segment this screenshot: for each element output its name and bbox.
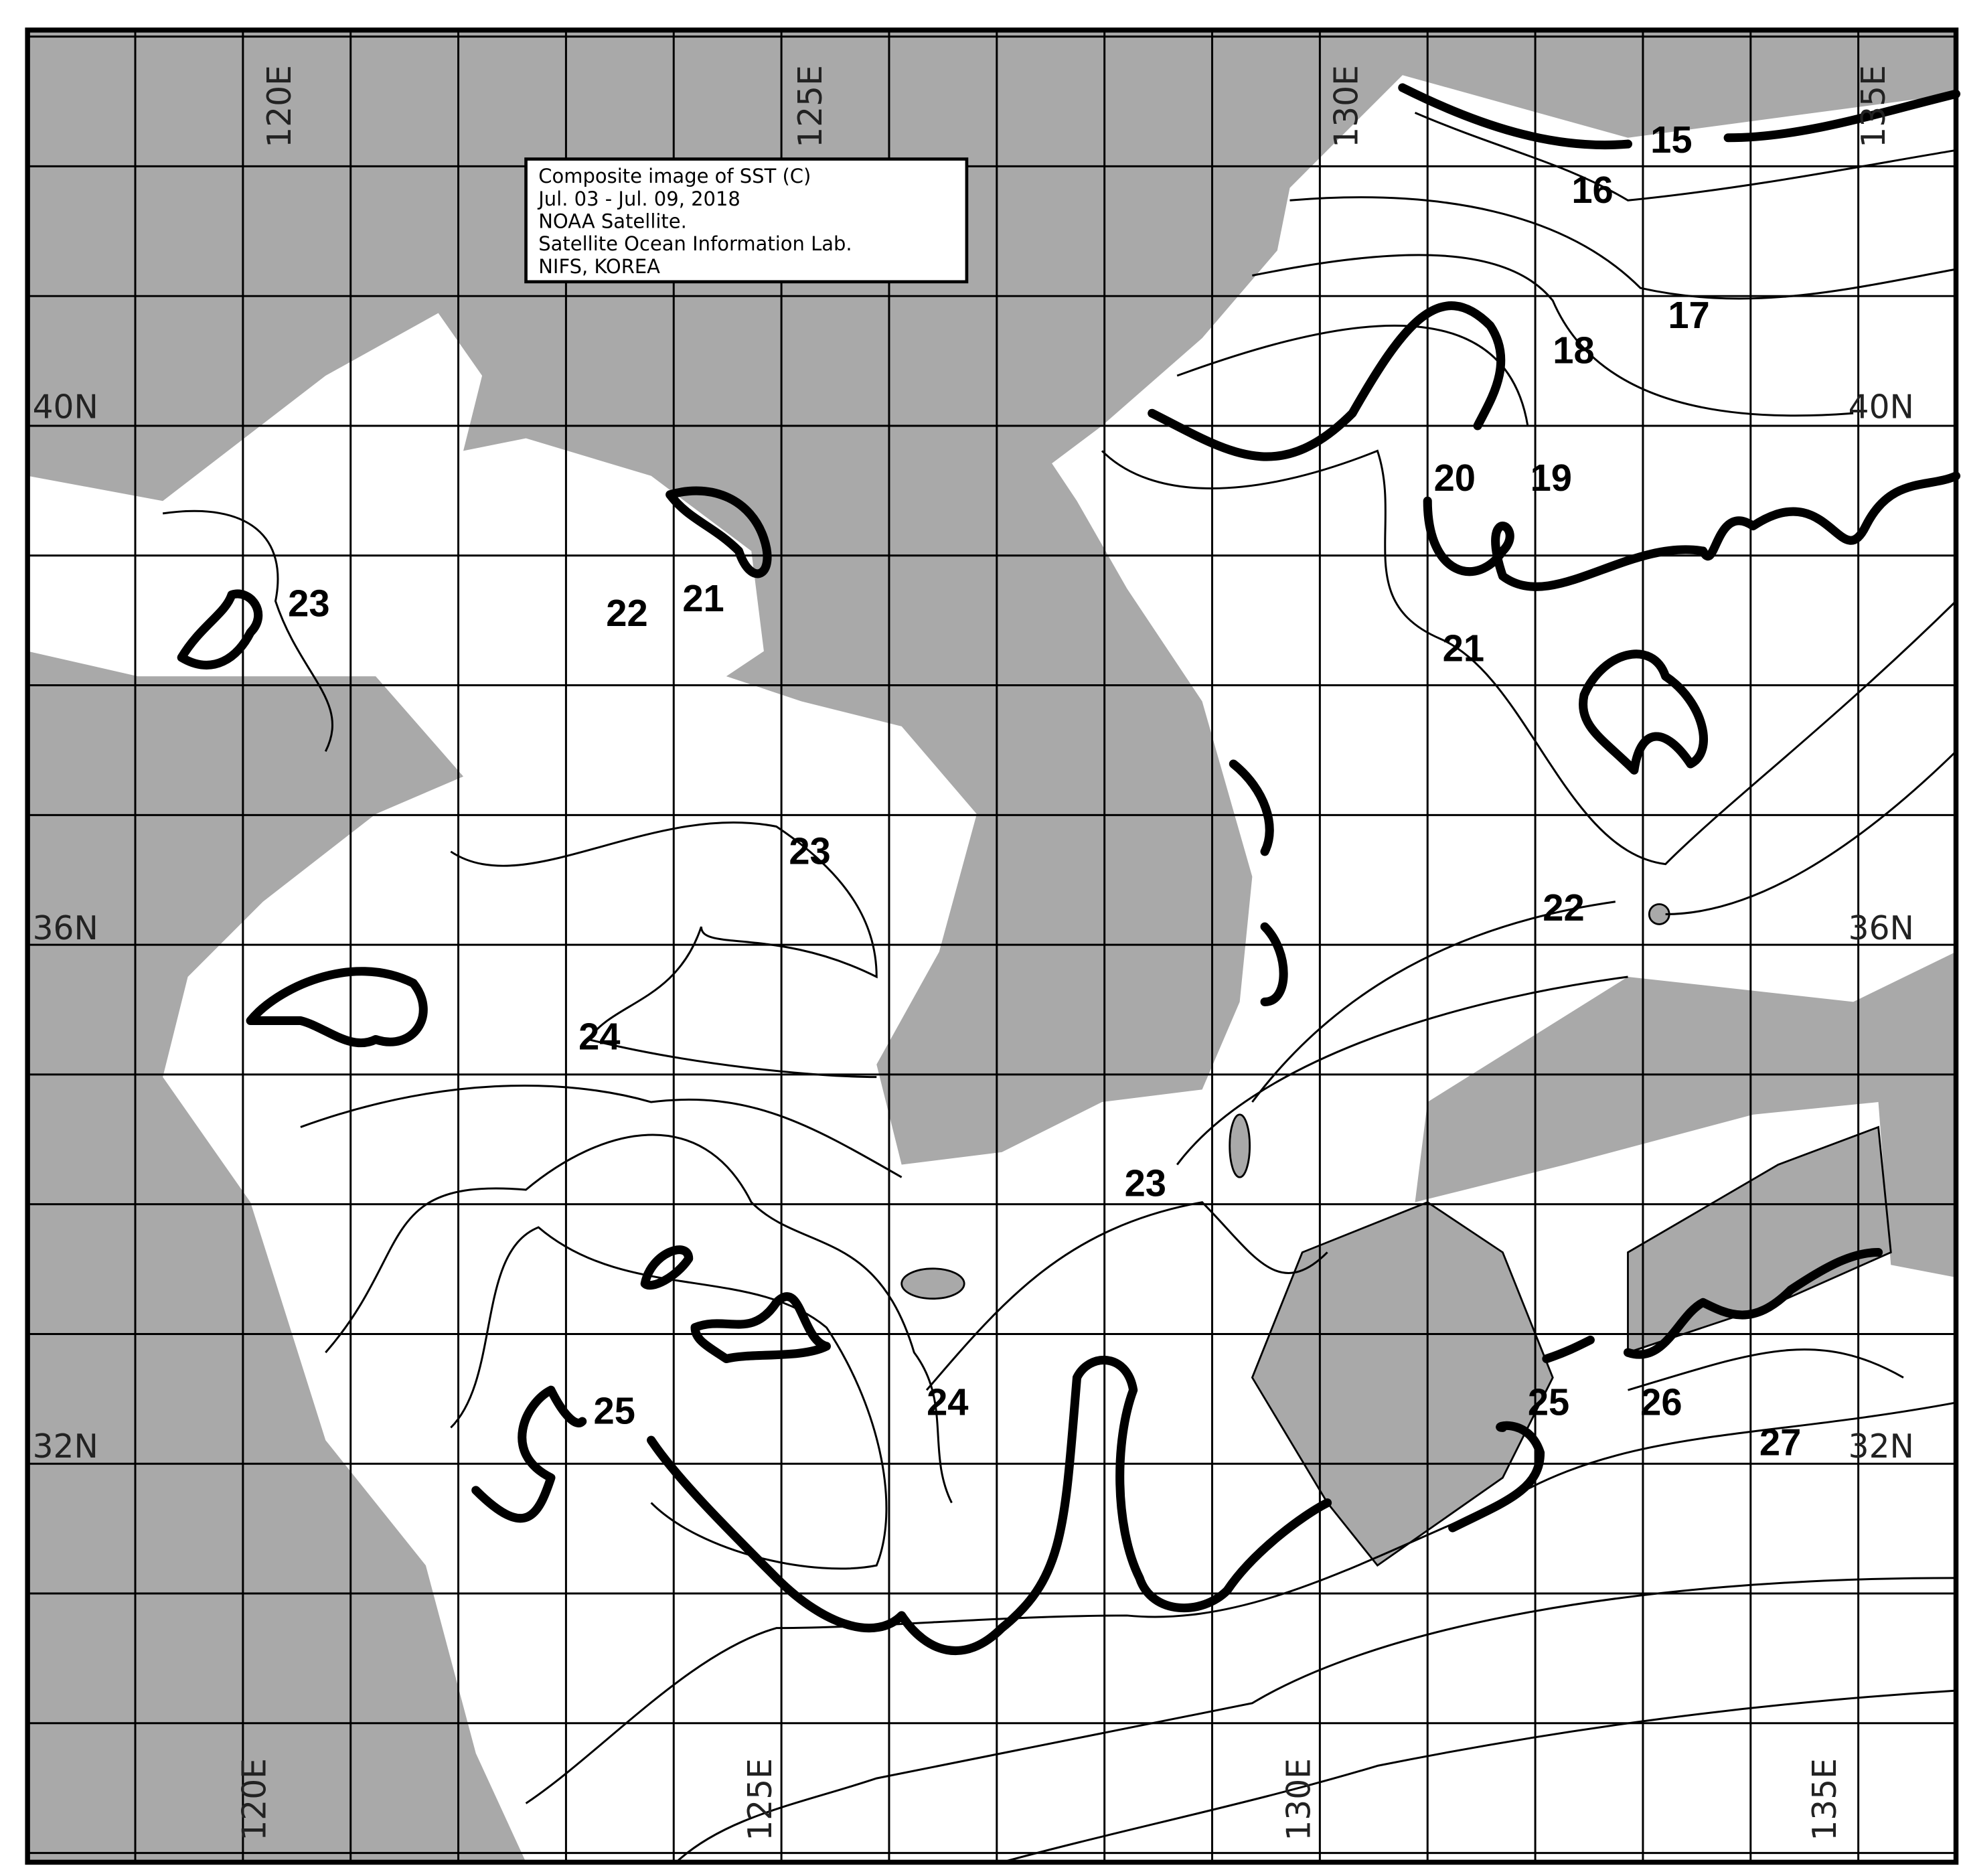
coordinate-labels: 120E 125E 130E 135E 120E 125E 130E 135E …	[33, 65, 1914, 1841]
isotherm-label-23: 23	[288, 582, 329, 624]
lat-label-left-36n: 36N	[33, 910, 98, 947]
lon-label-top-130e: 130E	[1328, 65, 1365, 148]
isotherm-label-22: 22	[1543, 886, 1584, 929]
lat-label-right-36n: 36N	[1849, 910, 1914, 947]
isotherm-label-15: 15	[1650, 119, 1692, 161]
land-tsushima	[1229, 1113, 1251, 1178]
isotherm-labels: 15 16 17 18 20 19 21 23 22 21 21 23 22 2…	[288, 119, 1801, 1463]
isotherm-label-24: 24	[578, 1015, 620, 1057]
thin-isotherms	[162, 111, 1957, 1863]
isotherm-label-23: 23	[789, 830, 830, 872]
isotherm-label-24: 24	[927, 1381, 968, 1423]
isotherm-label-23: 23	[1125, 1162, 1166, 1204]
isotherm-label-16: 16	[1571, 169, 1613, 211]
lat-label-right-40n: 40N	[1849, 389, 1914, 426]
isotherm-label-20: 20	[1434, 457, 1476, 499]
isotherm-label-21: 21	[1443, 627, 1484, 670]
legend-date-range: Jul. 03 - Jul. 09, 2018	[537, 187, 740, 210]
isotherm-label-18: 18	[1553, 329, 1594, 371]
lat-label-left-32n: 32N	[33, 1428, 98, 1466]
isotherm-label-21: 21	[682, 577, 724, 619]
lon-label-bottom-125e: 125E	[742, 1758, 779, 1841]
lon-label-bottom-135e: 135E	[1806, 1758, 1844, 1841]
lat-label-left-40n: 40N	[33, 389, 98, 426]
land-jeju	[900, 1267, 965, 1300]
map-frame	[25, 27, 1959, 1865]
isotherm-label-22: 22	[606, 592, 647, 634]
isotherm-label-27: 27	[1759, 1421, 1801, 1464]
land-kyushu	[1251, 1201, 1554, 1567]
lon-label-top-125e: 125E	[792, 65, 830, 148]
legend-title: Composite image of SST (C)	[538, 165, 811, 187]
isotherm-label-25: 25	[1528, 1381, 1569, 1423]
legend-satellite: NOAA Satellite.	[538, 210, 687, 232]
lon-label-bottom-120e: 120E	[236, 1758, 274, 1841]
lon-label-bottom-130e: 130E	[1280, 1758, 1318, 1841]
isotherm-label-26: 26	[1640, 1381, 1682, 1423]
isotherm-label-17: 17	[1668, 294, 1709, 336]
lat-label-right-32n: 32N	[1849, 1428, 1914, 1466]
lon-label-top-135e: 135E	[1855, 65, 1893, 148]
legend-lab: Satellite Ocean Information Lab.	[538, 232, 852, 255]
lon-label-top-120e: 120E	[261, 65, 299, 148]
legend-box: Composite image of SST (C) Jul. 03 - Jul…	[524, 157, 969, 284]
legend-institution: NIFS, KOREA	[538, 255, 660, 278]
isotherm-label-19: 19	[1531, 457, 1572, 499]
thick-isotherms	[177, 83, 1961, 1656]
isotherm-label-25: 25	[594, 1390, 635, 1432]
